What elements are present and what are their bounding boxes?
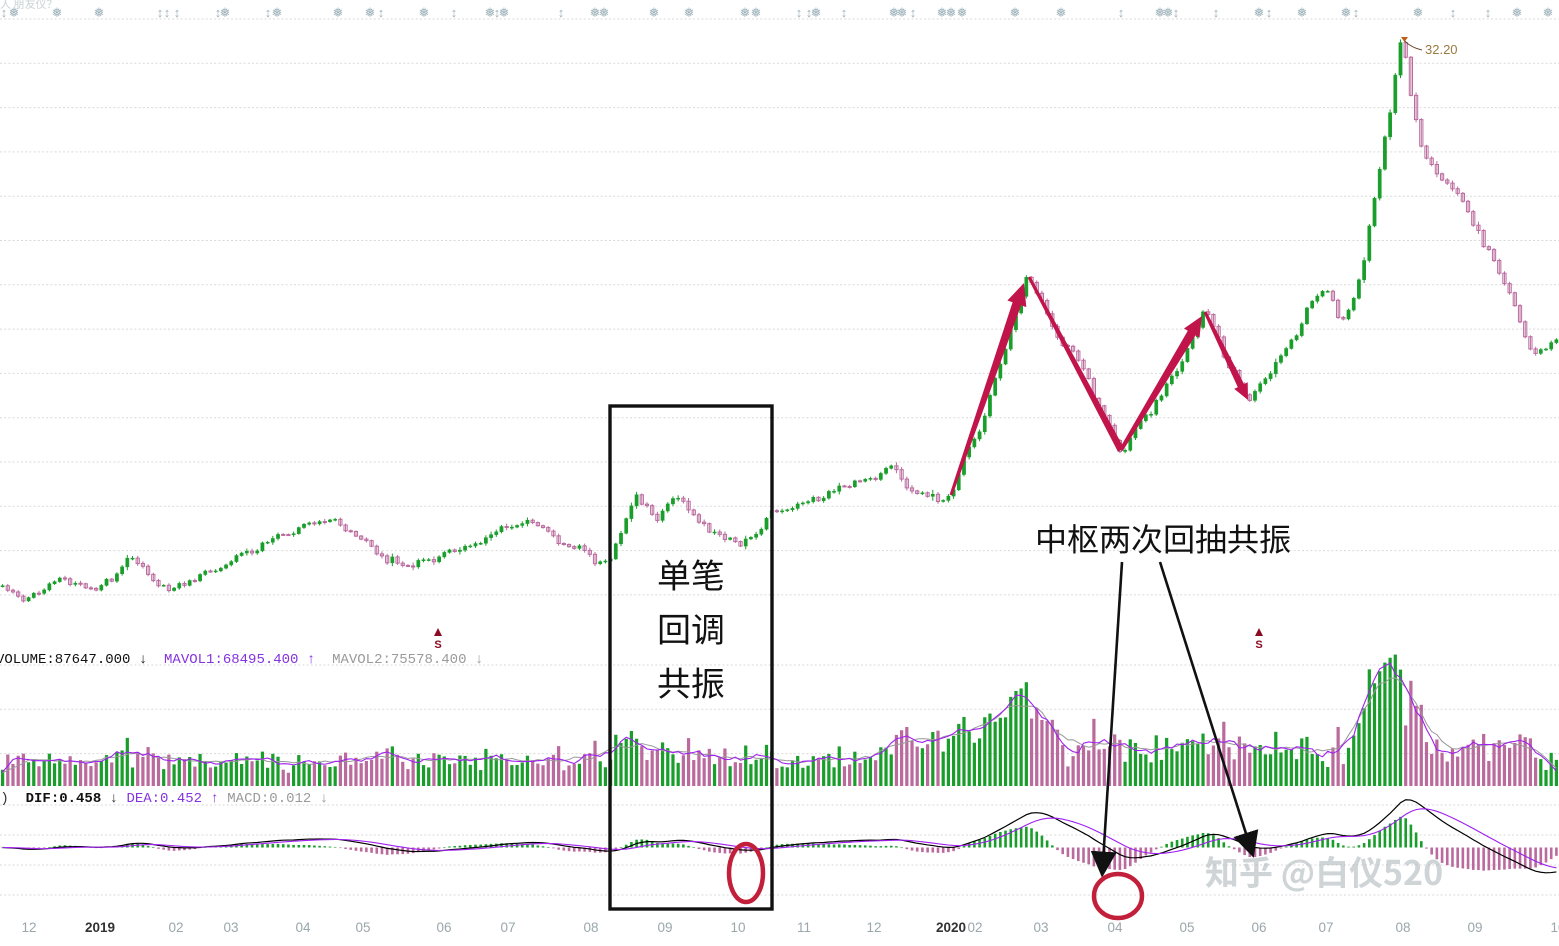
svg-text:↕: ↕ — [1213, 5, 1220, 20]
svg-text:05: 05 — [1179, 920, 1194, 935]
svg-text:❅: ❅ — [1512, 5, 1523, 20]
svg-text:❅: ❅ — [957, 5, 968, 20]
svg-text:↕: ↕ — [164, 5, 171, 20]
svg-text:↕: ↕ — [157, 5, 164, 20]
svg-text:↕: ↕ — [1118, 5, 1125, 20]
svg-text:❅: ❅ — [897, 5, 908, 20]
svg-text:↕: ↕ — [841, 5, 848, 20]
svg-text:06: 06 — [436, 920, 451, 935]
svg-text:11: 11 — [797, 920, 811, 935]
svg-text:04: 04 — [295, 920, 311, 935]
svg-text:❅: ❅ — [1543, 5, 1554, 20]
svg-text:07: 07 — [500, 920, 515, 935]
svg-text:08: 08 — [1395, 920, 1410, 935]
svg-text:❅: ❅ — [419, 5, 430, 20]
svg-text:32.20: 32.20 — [1425, 42, 1458, 57]
svg-text:❅: ❅ — [9, 5, 20, 20]
svg-text:❅: ❅ — [649, 5, 660, 20]
svg-text:2019: 2019 — [85, 920, 115, 935]
svg-text:❅: ❅ — [740, 5, 751, 20]
svg-text:02: 02 — [168, 920, 183, 935]
svg-text:❅: ❅ — [1297, 5, 1308, 20]
svg-text:↕: ↕ — [174, 5, 181, 20]
svg-text:10: 10 — [1550, 920, 1559, 935]
svg-text:↕: ↕ — [796, 5, 803, 20]
svg-text:↕: ↕ — [1266, 5, 1273, 20]
svg-text:10: 10 — [730, 920, 745, 935]
svg-text:↕: ↕ — [1485, 5, 1492, 20]
svg-text:12: 12 — [21, 920, 36, 935]
svg-text:↕: ↕ — [1450, 5, 1457, 20]
svg-text:↕: ↕ — [378, 5, 385, 20]
svg-text:❅: ❅ — [1010, 5, 1021, 20]
svg-text:❅: ❅ — [811, 5, 822, 20]
svg-text:共振: 共振 — [657, 657, 725, 706]
svg-text:↕: ↕ — [1173, 5, 1180, 20]
svg-text:单笔: 单笔 — [657, 549, 725, 598]
svg-text:❅: ❅ — [599, 5, 610, 20]
svg-text:02: 02 — [967, 920, 982, 935]
svg-text:VOLUME:87647.000 ↓ MAVOL1:684: VOLUME:87647.000 ↓ MAVOL1:68495.400 ↑ MA… — [0, 652, 483, 668]
svg-text:03: 03 — [1033, 920, 1048, 935]
svg-text:03: 03 — [223, 920, 238, 935]
svg-text:❅: ❅ — [365, 5, 376, 20]
svg-text:9) DIF:0.458 ↓ DEA:0.452 ↑ MA: 9) DIF:0.458 ↓ DEA:0.452 ↑ MACD:0.012 ↓ — [0, 791, 328, 807]
svg-text:12: 12 — [866, 920, 881, 935]
svg-text:09: 09 — [657, 920, 672, 935]
svg-text:❅: ❅ — [333, 5, 344, 20]
svg-text:❅: ❅ — [946, 5, 957, 20]
svg-text:S: S — [1255, 639, 1262, 651]
svg-text:❅: ❅ — [52, 5, 63, 20]
svg-text:↕: ↕ — [451, 5, 458, 20]
svg-text:❅: ❅ — [499, 5, 510, 20]
svg-text:08: 08 — [583, 920, 598, 935]
svg-text:04: 04 — [1107, 920, 1123, 935]
svg-text:❅: ❅ — [220, 5, 231, 20]
svg-text:❅: ❅ — [684, 5, 695, 20]
svg-text:↕: ↕ — [910, 5, 917, 20]
svg-text:2020: 2020 — [936, 920, 966, 935]
svg-text:05: 05 — [355, 920, 370, 935]
svg-text:❅: ❅ — [751, 5, 762, 20]
svg-text:中枢两次回抽共振: 中枢两次回抽共振 — [1035, 515, 1291, 561]
svg-text:↕: ↕ — [1, 5, 8, 20]
svg-text:知乎 @白仪520: 知乎 @白仪520 — [1205, 846, 1443, 895]
svg-text:↕: ↕ — [1353, 5, 1360, 20]
svg-text:↕: ↕ — [265, 5, 272, 20]
svg-text:❅: ❅ — [1341, 5, 1352, 20]
svg-text:回调: 回调 — [657, 603, 725, 652]
svg-text:06: 06 — [1251, 920, 1266, 935]
svg-text:↕: ↕ — [558, 5, 565, 20]
svg-text:❅: ❅ — [1056, 5, 1067, 20]
svg-text:❅: ❅ — [1413, 5, 1424, 20]
svg-text:07: 07 — [1318, 920, 1333, 935]
svg-text:❅: ❅ — [272, 5, 283, 20]
svg-text:S: S — [434, 639, 441, 651]
svg-text:❅: ❅ — [1254, 5, 1265, 20]
svg-text:❅: ❅ — [94, 5, 105, 20]
svg-text:09: 09 — [1467, 920, 1482, 935]
